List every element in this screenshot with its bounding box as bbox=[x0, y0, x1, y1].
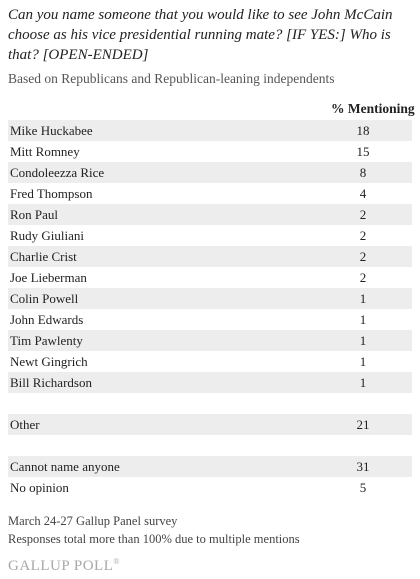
table-row bbox=[8, 435, 412, 456]
table-row: Other 21 bbox=[8, 414, 412, 435]
table-row: Condoleezza Rice 8 bbox=[8, 162, 412, 183]
table-row: Joe Lieberman 2 bbox=[8, 267, 412, 288]
row-value: 1 bbox=[359, 291, 367, 306]
registered-mark: ® bbox=[113, 557, 120, 566]
row-value: 1 bbox=[359, 375, 367, 390]
row-value: 31 bbox=[356, 459, 370, 474]
row-label: Charlie Crist bbox=[10, 249, 77, 264]
table-row: Bill Richardson 1 bbox=[8, 372, 412, 393]
survey-footnote: March 24-27 Gallup Panel survey bbox=[8, 514, 178, 528]
table-row: Rudy Giuliani 2 bbox=[8, 225, 412, 246]
table-row: Colin Powell 1 bbox=[8, 288, 412, 309]
row-value: 2 bbox=[359, 270, 367, 285]
row-label: Newt Gingrich bbox=[10, 354, 88, 369]
table-row: Mike Huckabee 18 bbox=[8, 120, 412, 141]
multiple-mentions-footnote: Responses total more than 100% due to mu… bbox=[8, 532, 300, 546]
row-label: Joe Lieberman bbox=[10, 270, 87, 285]
table-row: Fred Thompson 4 bbox=[8, 183, 412, 204]
table-row: John Edwards 1 bbox=[8, 309, 412, 330]
row-label: Colin Powell bbox=[10, 291, 79, 306]
row-label: Mike Huckabee bbox=[10, 123, 93, 138]
row-value: 18 bbox=[356, 123, 370, 138]
table-row: Tim Pawlenty 1 bbox=[8, 330, 412, 351]
row-value: 1 bbox=[359, 354, 367, 369]
table-row: Charlie Crist 2 bbox=[8, 246, 412, 267]
row-label: Other bbox=[10, 417, 40, 432]
row-value: 4 bbox=[359, 186, 367, 201]
row-value: 8 bbox=[359, 165, 367, 180]
row-label: No opinion bbox=[10, 480, 69, 495]
table-row bbox=[8, 393, 412, 414]
row-value: 2 bbox=[359, 249, 367, 264]
row-value: 5 bbox=[359, 480, 367, 495]
row-label: Cannot name anyone bbox=[10, 459, 120, 474]
row-label: Tim Pawlenty bbox=[10, 333, 83, 348]
column-header-mentioning: % Mentioning bbox=[331, 101, 415, 116]
row-label: Fred Thompson bbox=[10, 186, 93, 201]
subtitle: Based on Republicans and Republican-lean… bbox=[8, 71, 335, 86]
row-value: 2 bbox=[359, 207, 367, 222]
question-text: Can you name someone that you would like… bbox=[8, 7, 393, 63]
row-label: Ron Paul bbox=[10, 207, 59, 222]
row-value: 15 bbox=[356, 144, 370, 159]
table-row: Ron Paul 2 bbox=[8, 204, 412, 225]
table-row: No opinion 5 bbox=[8, 477, 412, 498]
row-label: Bill Richardson bbox=[10, 375, 92, 390]
row-label: John Edwards bbox=[10, 312, 84, 327]
row-label: Mitt Romney bbox=[10, 144, 80, 159]
row-label: Rudy Giuliani bbox=[10, 228, 85, 243]
table-row: Newt Gingrich 1 bbox=[8, 351, 412, 372]
row-value: 21 bbox=[356, 417, 370, 432]
row-value: 1 bbox=[359, 312, 367, 327]
table-row: Mitt Romney 15 bbox=[8, 141, 412, 162]
logo-text: GALLUP POLL bbox=[8, 558, 114, 574]
gallup-poll-logo: GALLUP POLL® bbox=[8, 557, 120, 575]
row-value: 2 bbox=[359, 228, 367, 243]
row-label: Condoleezza Rice bbox=[10, 165, 105, 180]
table-row: Cannot name anyone 31 bbox=[8, 456, 412, 477]
row-value: 1 bbox=[359, 333, 367, 348]
